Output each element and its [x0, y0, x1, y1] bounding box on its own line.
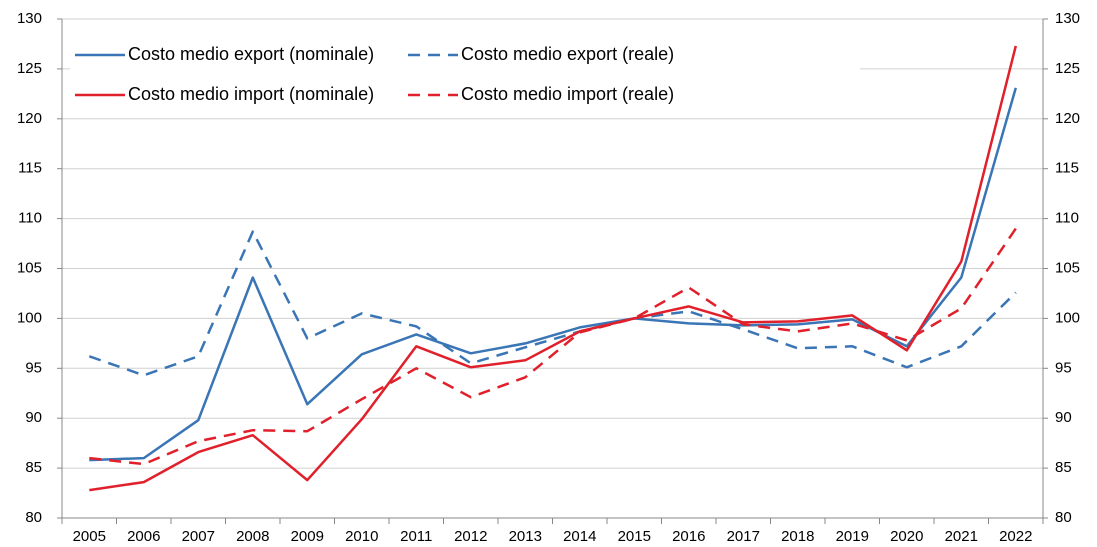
legend-label: Costo medio export (nominale) [128, 44, 374, 64]
x-tick-label: 2012 [454, 528, 487, 542]
x-tick-label: 2007 [182, 528, 215, 542]
y2-tick-label: 95 [1055, 359, 1072, 376]
x-tick-label: 2018 [781, 528, 814, 542]
x-tick-label: 2022 [999, 528, 1032, 542]
y2-tick-label: 115 [1055, 160, 1079, 177]
y-tick-label: 125 [17, 60, 42, 77]
y2-tick-label: 100 [1055, 309, 1080, 326]
y-tick-label: 85 [25, 459, 42, 476]
x-tick-label: 2008 [236, 528, 269, 542]
y2-tick-label: 105 [1055, 259, 1080, 276]
y-tick-label: 120 [17, 110, 42, 127]
y-tick-label: 90 [25, 409, 42, 426]
x-tick-label: 2019 [836, 528, 869, 542]
legend-box [70, 34, 860, 116]
y2-tick-label: 110 [1055, 210, 1079, 227]
y-tick-label: 130 [17, 10, 42, 27]
x-tick-label: 2017 [727, 528, 760, 542]
series-line [89, 227, 1017, 466]
series-line [89, 45, 1018, 492]
x-tick-label: 2020 [890, 528, 923, 542]
y-tick-label: 110 [18, 210, 42, 227]
y2-tick-label: 90 [1055, 409, 1072, 426]
y2-tick-label: 85 [1055, 459, 1072, 476]
legend-label: Costo medio export (reale) [461, 44, 674, 64]
y-tick-label: 105 [17, 259, 42, 276]
x-tick-label: 2011 [400, 528, 432, 542]
x-tick-label: 2006 [127, 528, 160, 542]
x-tick-label: 2021 [945, 528, 978, 542]
x-tick-label: 2016 [672, 528, 705, 542]
legend: Costo medio export (nominale) Costo medio… [70, 34, 860, 116]
x-tick-label: 2013 [509, 528, 542, 542]
x-tick-label: 2010 [345, 528, 378, 542]
x-tick-label: 2015 [618, 528, 651, 542]
x-tick-label: 2005 [73, 528, 106, 542]
y-tick-label: 80 [25, 509, 42, 526]
x-tick-label: 2009 [291, 528, 324, 542]
legend-label: Costo medio import (reale) [461, 84, 674, 104]
y2-tick-label: 80 [1055, 509, 1072, 526]
y2-tick-label: 125 [1055, 60, 1080, 77]
y-tick-label: 115 [18, 160, 42, 177]
y-tick-label: 100 [17, 309, 42, 326]
legend-label: Costo medio import (nominale) [128, 84, 374, 104]
y2-tick-label: 120 [1055, 110, 1080, 127]
series-line [88, 230, 1017, 377]
y2-tick-label: 130 [1055, 10, 1080, 27]
series-line [89, 87, 1018, 462]
y-tick-label: 95 [25, 359, 42, 376]
x-tick-label: 2014 [563, 528, 596, 542]
